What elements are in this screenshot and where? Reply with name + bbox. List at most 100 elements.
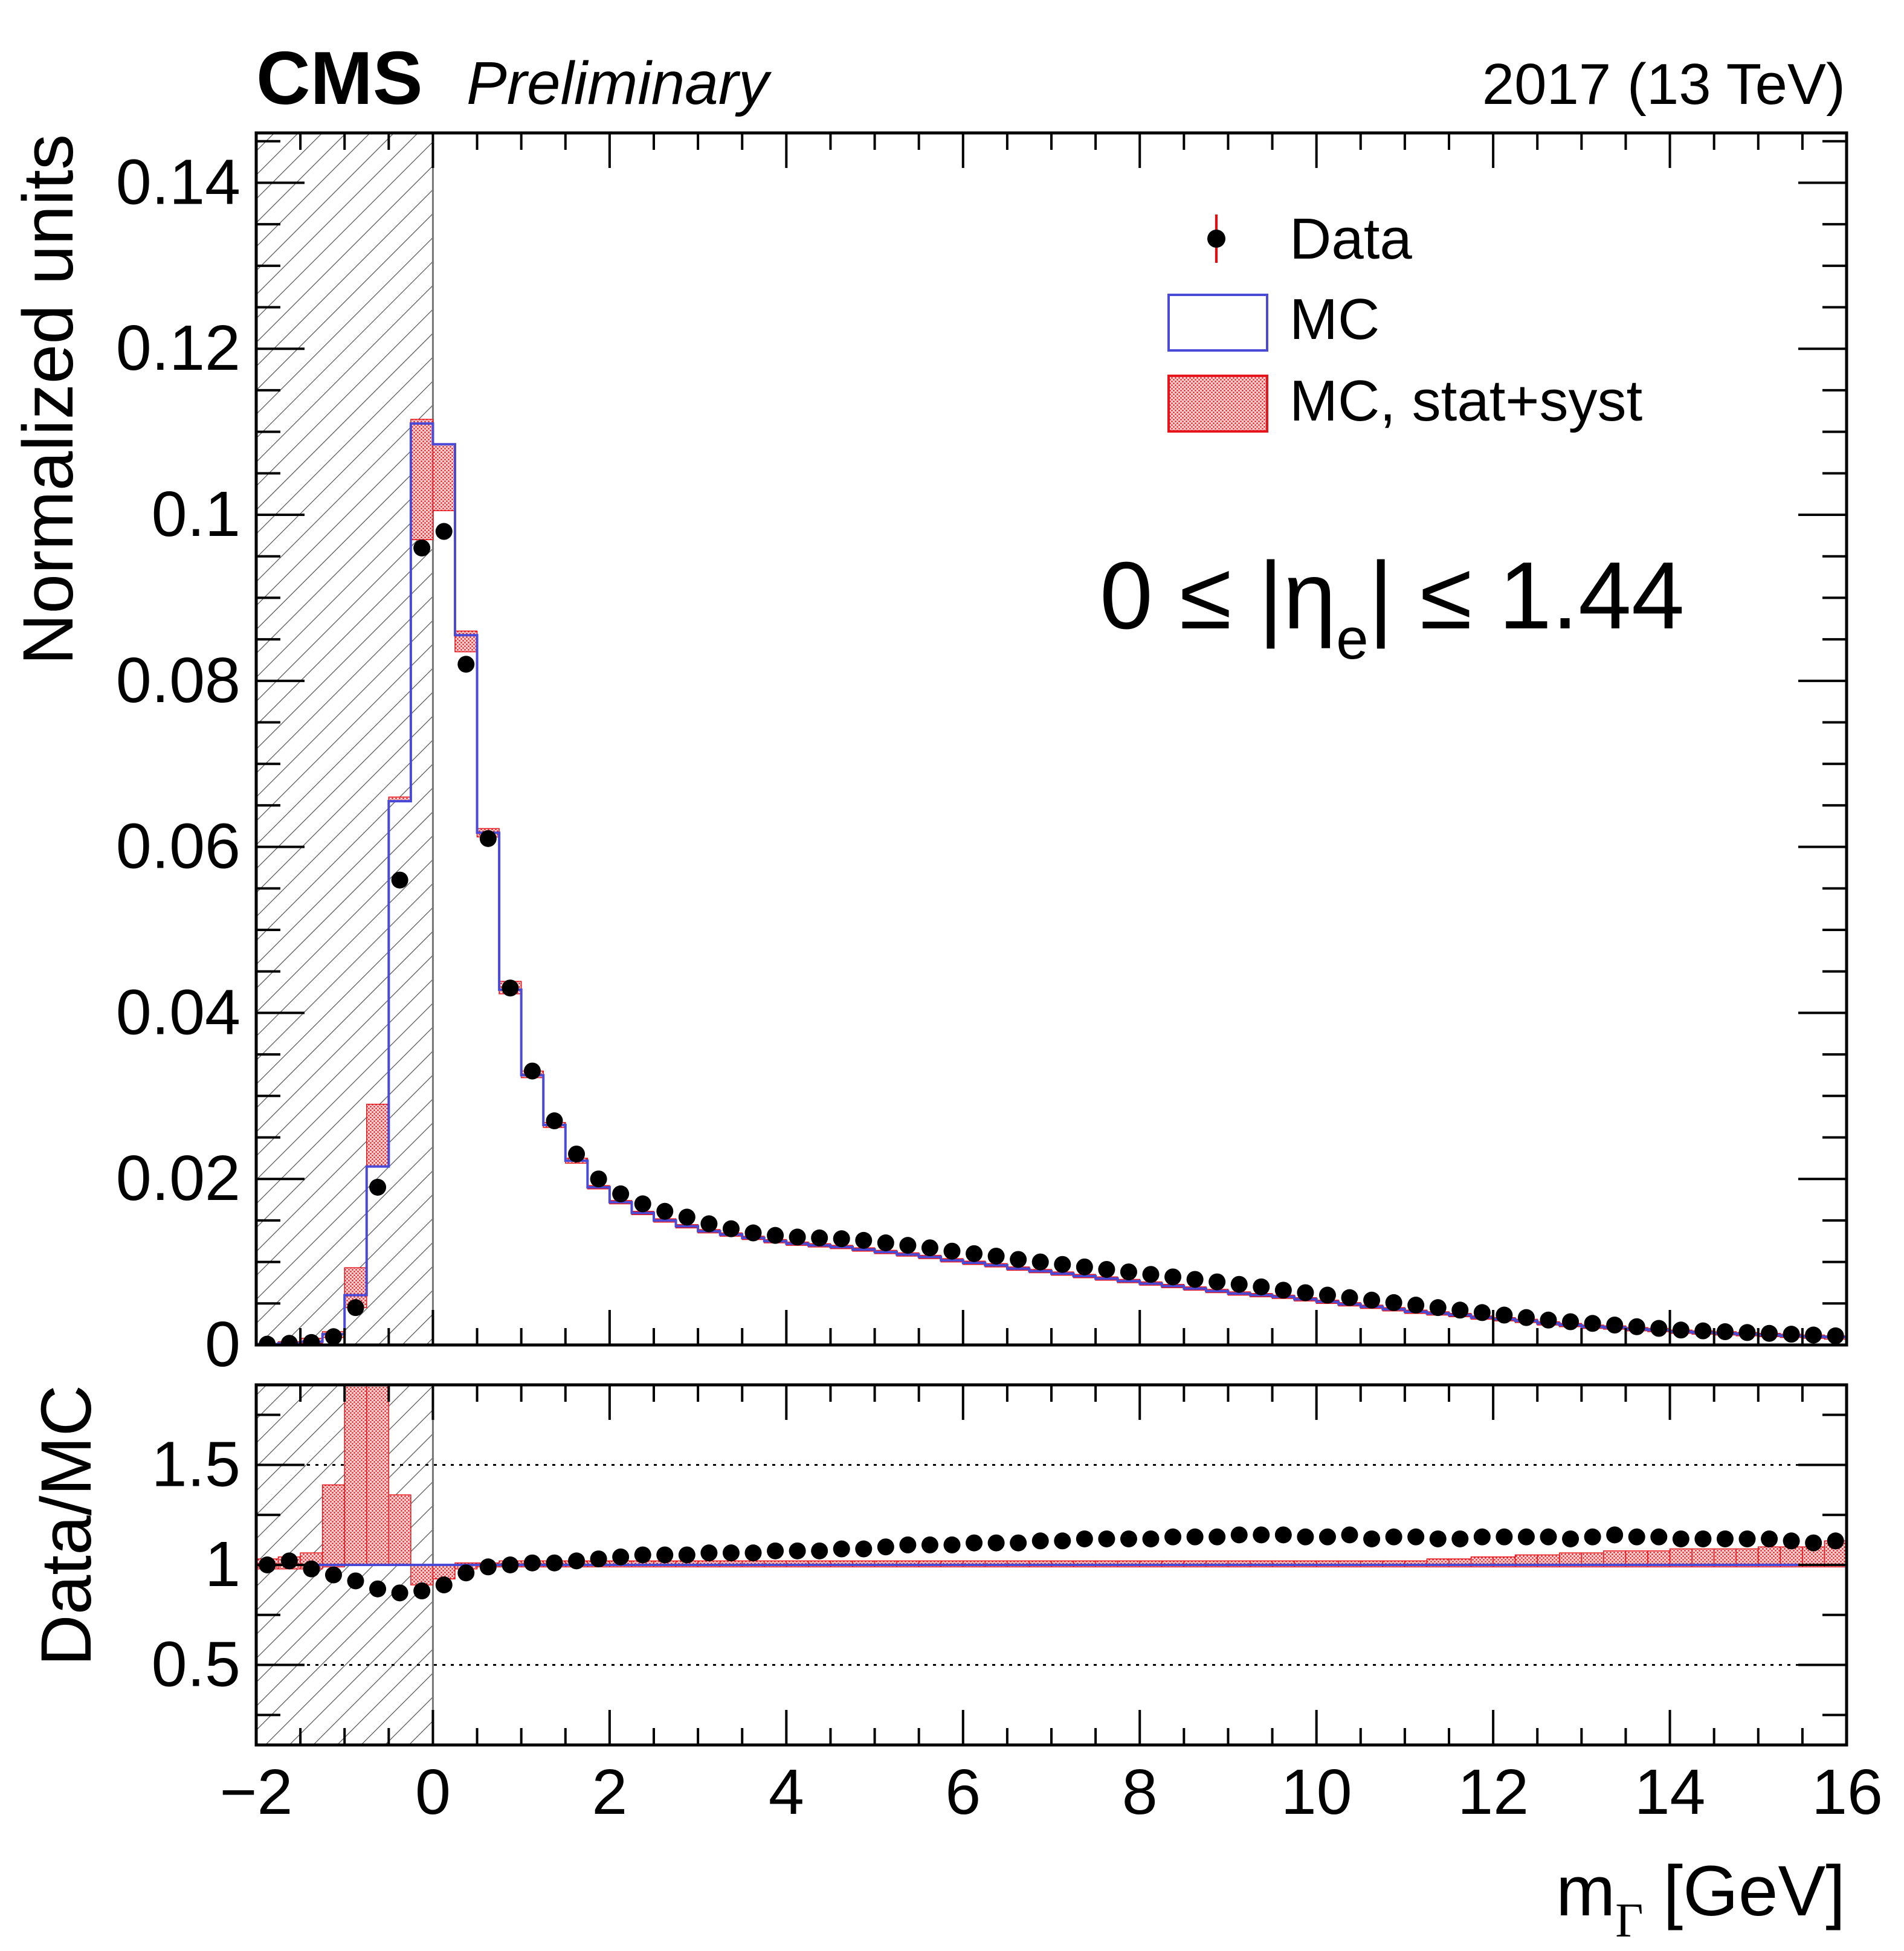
ratio-point bbox=[833, 1540, 850, 1558]
ratio-uncertainty-bin bbox=[1758, 1546, 1781, 1568]
status-label: Preliminary bbox=[466, 50, 772, 117]
ratio-uncertainty-bin bbox=[388, 1494, 411, 1566]
excluded-region-hatch bbox=[256, 133, 433, 1345]
ratio-point bbox=[1540, 1528, 1557, 1546]
data-point bbox=[1429, 1299, 1447, 1317]
data-point bbox=[1253, 1278, 1270, 1295]
ratio-point bbox=[1341, 1526, 1358, 1544]
ratio-point bbox=[1142, 1530, 1160, 1547]
ratio-uncertainty-band bbox=[256, 1385, 1847, 1585]
data-point bbox=[1827, 1327, 1844, 1344]
data-point bbox=[921, 1239, 938, 1257]
ratio-panel: 0.5 1 1.5 −2 0 2 4 6 8 10 12 14 16 Data/MC mΓ [GeV] bbox=[27, 1383, 1883, 1947]
data-point bbox=[1562, 1313, 1580, 1330]
ratio-point bbox=[656, 1546, 674, 1564]
ratio-axis-ticks bbox=[255, 1385, 1848, 1745]
data-point bbox=[435, 523, 453, 540]
data-point bbox=[678, 1208, 695, 1226]
ratio-y-tick-label: 0.5 bbox=[152, 1629, 240, 1700]
ratio-point bbox=[744, 1544, 762, 1562]
data-point bbox=[1164, 1268, 1182, 1286]
data-point bbox=[324, 1328, 342, 1345]
ratio-point bbox=[1318, 1528, 1336, 1546]
x-tick-labels: −2 0 2 4 6 8 10 12 14 16 bbox=[220, 1756, 1883, 1828]
ratio-y-tick-label: 1 bbox=[205, 1529, 240, 1600]
data-point bbox=[966, 1245, 983, 1262]
ratio-point bbox=[877, 1538, 894, 1556]
legend-entry-mc-stat-syst: MC, stat+syst bbox=[1167, 369, 1642, 433]
ratio-point bbox=[1363, 1530, 1381, 1547]
data-point-icon bbox=[1207, 230, 1225, 248]
data-point bbox=[1142, 1266, 1160, 1283]
ratio-point bbox=[1628, 1528, 1645, 1546]
data-point bbox=[943, 1242, 961, 1260]
data-point bbox=[457, 656, 475, 673]
data-point bbox=[1054, 1256, 1071, 1273]
ratio-point bbox=[1164, 1528, 1182, 1546]
data-point bbox=[1363, 1291, 1381, 1309]
ratio-point bbox=[1098, 1530, 1115, 1547]
x-tick-label: 10 bbox=[1281, 1756, 1352, 1828]
ratio-point bbox=[324, 1566, 342, 1584]
ratio-point bbox=[1429, 1530, 1447, 1547]
ratio-point bbox=[546, 1554, 563, 1572]
mc-histogram-icon bbox=[1167, 294, 1268, 352]
ratio-point bbox=[391, 1584, 408, 1602]
ratio-y-tick-label: 1.5 bbox=[152, 1428, 240, 1500]
data-point bbox=[855, 1231, 873, 1249]
data-point bbox=[1606, 1317, 1624, 1334]
ratio-point bbox=[1783, 1532, 1800, 1550]
data-point bbox=[899, 1237, 917, 1254]
data-point bbox=[303, 1333, 320, 1345]
excluded-region bbox=[256, 133, 434, 1345]
ratio-point bbox=[899, 1536, 917, 1553]
main-y-tick-label: 0.14 bbox=[116, 146, 240, 218]
ratio-point bbox=[590, 1550, 607, 1568]
data-point bbox=[391, 871, 408, 889]
main-y-tick-label: 0.02 bbox=[116, 1143, 240, 1214]
data-point bbox=[1672, 1321, 1689, 1339]
ratio-point bbox=[1297, 1528, 1314, 1546]
legend: Data MC MC, stat+syst bbox=[1167, 207, 1642, 433]
ratio-point bbox=[921, 1536, 938, 1553]
legend-entry-data: Data bbox=[1207, 207, 1412, 271]
data-point bbox=[1473, 1304, 1491, 1321]
mc-uncertainty-bin bbox=[366, 1103, 390, 1167]
x-tick-label: 2 bbox=[592, 1756, 627, 1828]
data-point bbox=[369, 1178, 387, 1196]
data-point bbox=[1098, 1260, 1115, 1278]
ratio-point bbox=[1209, 1528, 1226, 1546]
ratio-uncertainty-bin bbox=[321, 1484, 345, 1568]
main-frame bbox=[254, 131, 1848, 1347]
x-tick-label: 6 bbox=[945, 1756, 981, 1828]
data-point bbox=[1650, 1320, 1668, 1337]
x-tick-label: 12 bbox=[1457, 1756, 1529, 1828]
mc-step-line bbox=[256, 422, 1847, 1345]
data-point bbox=[1517, 1309, 1535, 1326]
ratio-point bbox=[1805, 1534, 1822, 1552]
ratio-point bbox=[280, 1552, 298, 1570]
data-point bbox=[1274, 1282, 1292, 1299]
data-point bbox=[811, 1229, 828, 1246]
data-point bbox=[479, 830, 497, 847]
data-point bbox=[744, 1224, 762, 1242]
x-tick-label: −2 bbox=[220, 1756, 293, 1828]
x-tick-label: 14 bbox=[1635, 1756, 1706, 1828]
data-point bbox=[259, 1335, 276, 1345]
ratio-point bbox=[767, 1542, 784, 1559]
ratio-point bbox=[1738, 1530, 1756, 1547]
data-point bbox=[1738, 1324, 1756, 1341]
data-point bbox=[590, 1170, 607, 1188]
data-point bbox=[1540, 1311, 1557, 1329]
data-point bbox=[1297, 1284, 1314, 1301]
data-point bbox=[1783, 1326, 1800, 1343]
ratio-point bbox=[1385, 1528, 1402, 1546]
ratio-point bbox=[369, 1580, 387, 1598]
ratio-point bbox=[303, 1560, 320, 1578]
ratio-point bbox=[479, 1558, 497, 1576]
mc-uncertainty-bin bbox=[410, 419, 434, 540]
ratio-point bbox=[966, 1534, 983, 1552]
data-point bbox=[987, 1247, 1005, 1265]
ratio-point bbox=[1606, 1526, 1624, 1544]
experiment-label: CMS bbox=[256, 37, 423, 120]
